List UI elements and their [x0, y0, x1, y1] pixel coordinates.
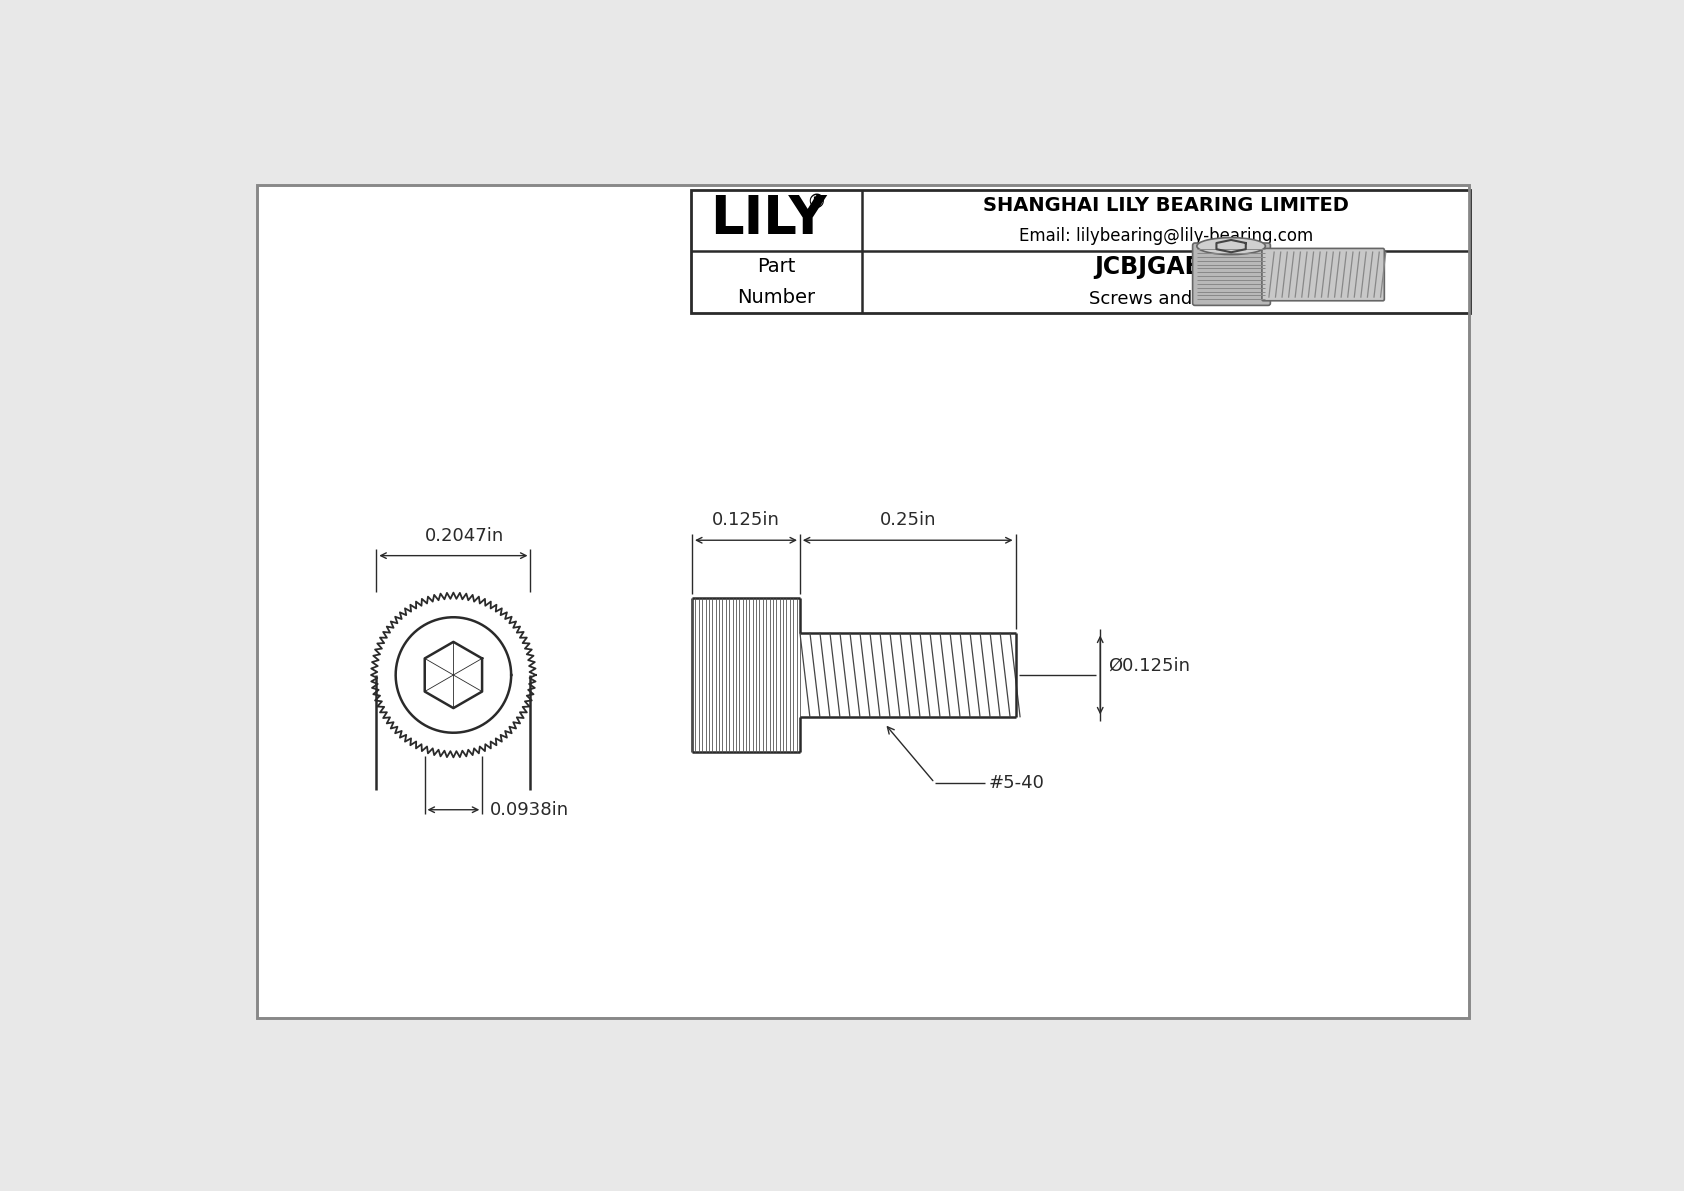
- Text: 0.0938in: 0.0938in: [490, 800, 569, 818]
- FancyBboxPatch shape: [1192, 243, 1270, 305]
- Ellipse shape: [1197, 238, 1265, 255]
- Text: Screws and Bolts: Screws and Bolts: [1090, 291, 1243, 308]
- Text: LILY: LILY: [711, 193, 827, 245]
- Text: Part
Number: Part Number: [738, 257, 815, 307]
- Text: 0.125in: 0.125in: [712, 511, 780, 530]
- Text: Ø0.125in: Ø0.125in: [1108, 656, 1191, 675]
- Text: 0.2047in: 0.2047in: [426, 526, 505, 544]
- Text: JCBJGABCF: JCBJGABCF: [1095, 255, 1236, 279]
- Text: SHANGHAI LILY BEARING LIMITED: SHANGHAI LILY BEARING LIMITED: [983, 195, 1349, 214]
- Text: ®: ®: [807, 193, 825, 212]
- Bar: [690, 189, 1470, 313]
- Text: Email: lilybearing@lily-bearing.com: Email: lilybearing@lily-bearing.com: [1019, 227, 1314, 245]
- Text: #5-40: #5-40: [989, 774, 1044, 792]
- FancyBboxPatch shape: [1261, 249, 1384, 301]
- Text: 0.25in: 0.25in: [879, 511, 936, 530]
